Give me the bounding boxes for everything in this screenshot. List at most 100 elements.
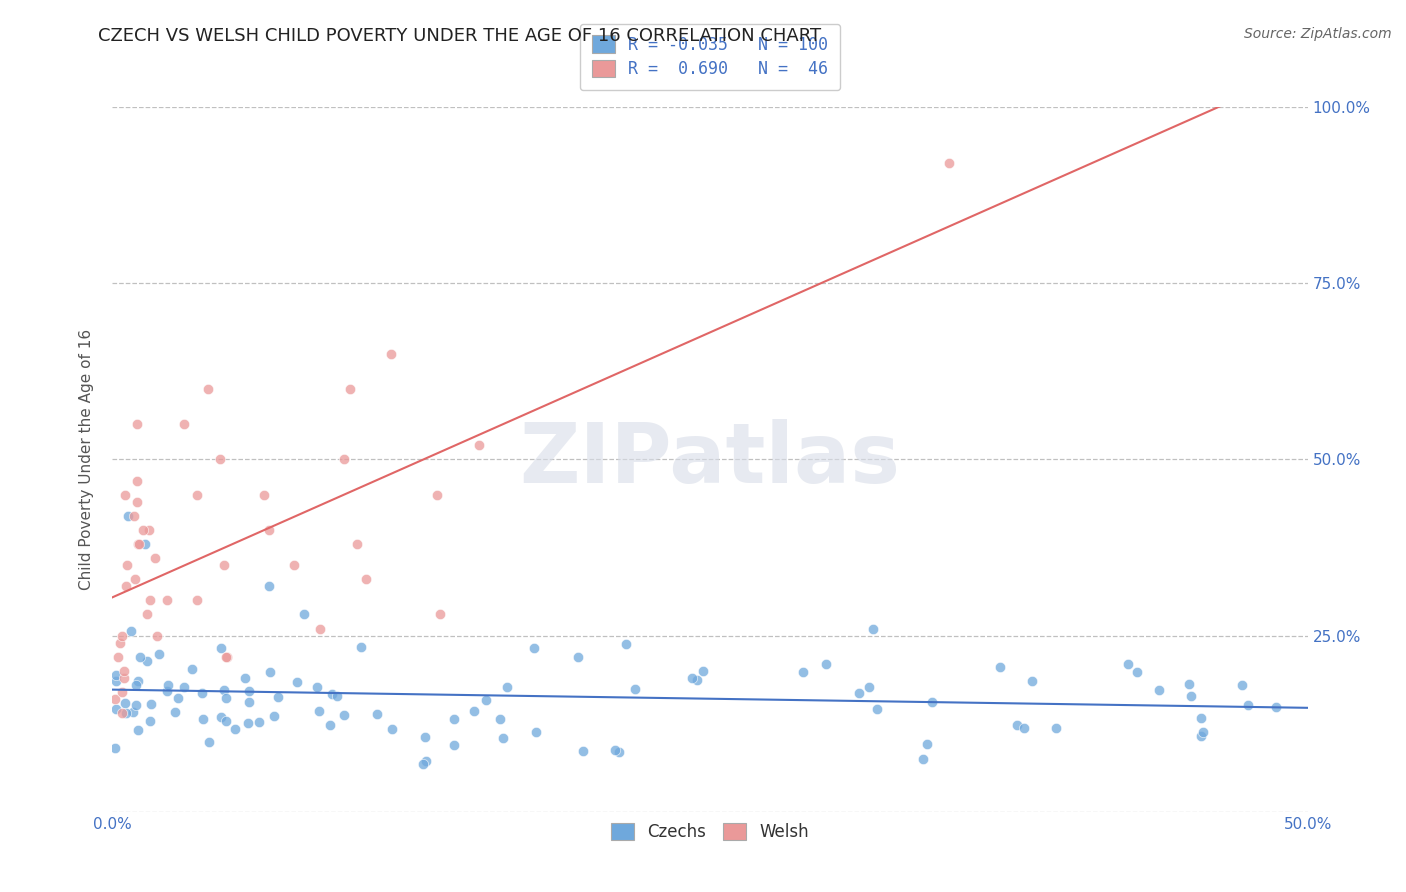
Point	[938, 156, 960, 170]
Point	[139, 714, 162, 729]
Point	[1007, 717, 1029, 731]
Point	[138, 523, 160, 537]
Point	[1191, 725, 1213, 739]
Point	[333, 452, 356, 467]
Point	[307, 680, 329, 694]
Point	[426, 487, 449, 501]
Point	[572, 744, 595, 758]
Point	[131, 523, 153, 537]
Point	[155, 683, 177, 698]
Point	[191, 686, 214, 700]
Point	[108, 635, 131, 649]
Point	[114, 696, 136, 710]
Point	[526, 725, 548, 739]
Point	[136, 654, 159, 668]
Point	[848, 686, 870, 700]
Point	[319, 718, 342, 732]
Point	[224, 723, 246, 737]
Point	[1012, 722, 1035, 736]
Point	[468, 438, 491, 452]
Point	[1237, 698, 1260, 713]
Point	[125, 698, 148, 712]
Point	[122, 705, 145, 719]
Point	[125, 494, 148, 508]
Point	[614, 636, 637, 650]
Point	[686, 673, 709, 688]
Point	[111, 628, 134, 642]
Point	[247, 714, 270, 729]
Point	[143, 551, 166, 566]
Point	[186, 487, 208, 501]
Point	[112, 664, 135, 678]
Point	[607, 745, 630, 759]
Point	[326, 689, 349, 703]
Point	[1125, 665, 1147, 680]
Point	[198, 734, 221, 748]
Point	[321, 686, 343, 700]
Point	[105, 702, 128, 716]
Point	[111, 685, 134, 699]
Point	[215, 714, 238, 728]
Point	[1178, 677, 1201, 691]
Point	[181, 662, 204, 676]
Point	[443, 712, 465, 726]
Point	[139, 593, 162, 607]
Point	[127, 474, 149, 488]
Point	[921, 695, 943, 709]
Point	[104, 673, 127, 688]
Point	[127, 674, 149, 689]
Point	[208, 452, 231, 467]
Point	[125, 678, 148, 692]
Point	[259, 523, 281, 537]
Point	[1189, 711, 1212, 725]
Point	[233, 671, 256, 685]
Point	[127, 537, 149, 551]
Text: ZIPatlas: ZIPatlas	[520, 419, 900, 500]
Y-axis label: Child Poverty Under the Age of 16: Child Poverty Under the Age of 16	[79, 329, 94, 590]
Point	[1232, 678, 1254, 692]
Point	[1189, 730, 1212, 744]
Point	[148, 647, 170, 661]
Point	[124, 572, 146, 586]
Point	[212, 558, 235, 573]
Text: Source: ZipAtlas.com: Source: ZipAtlas.com	[1244, 27, 1392, 41]
Point	[1116, 657, 1139, 671]
Point	[429, 607, 451, 622]
Point	[915, 738, 938, 752]
Point	[339, 382, 361, 396]
Point	[366, 706, 388, 721]
Point	[333, 707, 356, 722]
Point	[488, 712, 510, 726]
Point	[380, 346, 402, 360]
Point	[862, 622, 884, 636]
Point	[217, 649, 239, 664]
Point	[122, 508, 145, 523]
Point	[349, 640, 371, 654]
Point	[1021, 674, 1043, 689]
Point	[381, 722, 404, 736]
Point	[415, 754, 437, 768]
Point	[681, 672, 703, 686]
Point	[309, 622, 332, 636]
Point	[346, 537, 368, 551]
Point	[413, 730, 436, 744]
Point	[858, 681, 880, 695]
Point	[567, 649, 589, 664]
Point	[115, 558, 138, 573]
Point	[238, 695, 260, 709]
Point	[128, 537, 150, 551]
Point	[266, 690, 288, 704]
Point	[253, 487, 276, 501]
Legend: Czechs, Welsh: Czechs, Welsh	[599, 811, 821, 853]
Point	[1264, 699, 1286, 714]
Point	[214, 649, 236, 664]
Point	[129, 650, 152, 665]
Text: CZECH VS WELSH CHILD POVERTY UNDER THE AGE OF 16 CORRELATION CHART: CZECH VS WELSH CHILD POVERTY UNDER THE A…	[98, 27, 821, 45]
Point	[283, 558, 305, 573]
Point	[212, 683, 235, 698]
Point	[120, 624, 142, 638]
Point	[285, 675, 308, 690]
Point	[911, 752, 934, 766]
Point	[163, 705, 186, 719]
Point	[107, 649, 129, 664]
